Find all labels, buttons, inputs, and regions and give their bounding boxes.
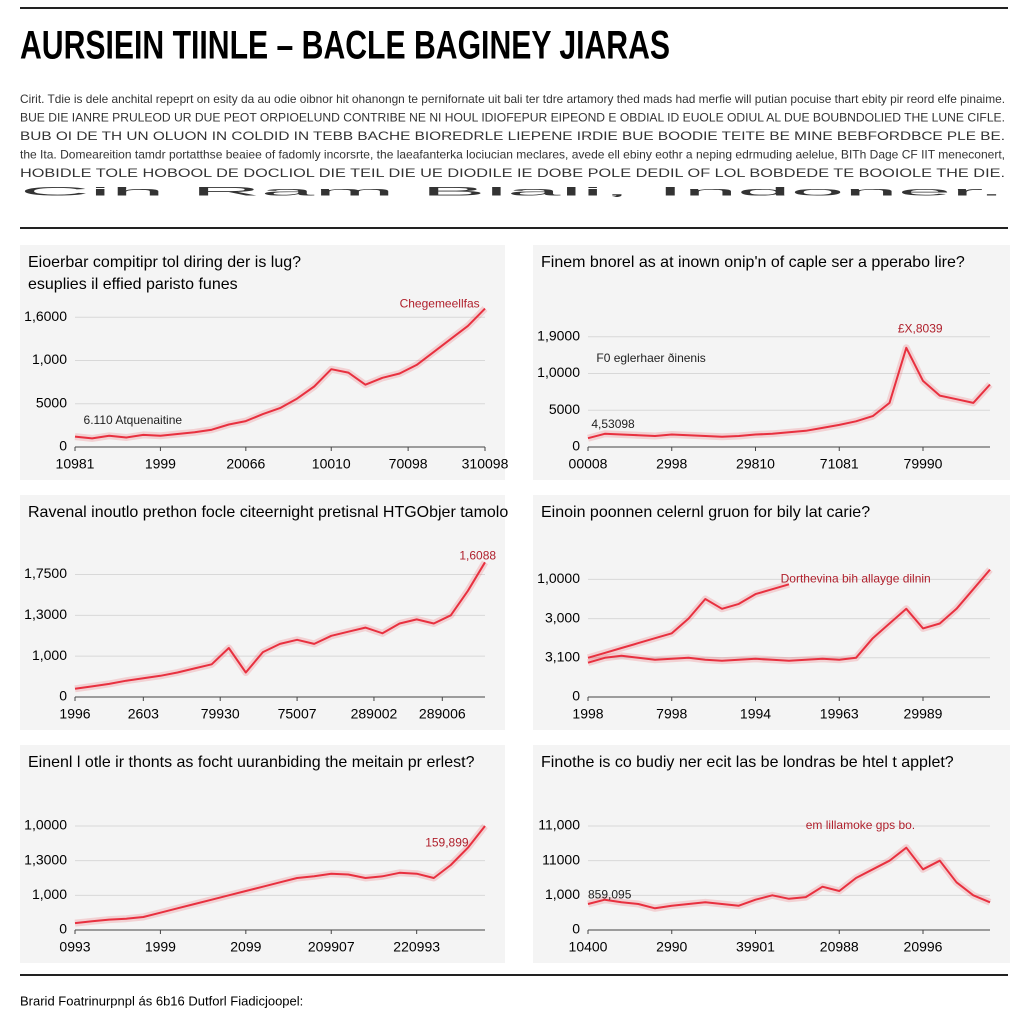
- x-tick-label: 10010: [312, 456, 351, 472]
- x-tick-label: 209907: [308, 939, 355, 955]
- annotation: 4,53098: [591, 417, 635, 431]
- x-tick-label: 20988: [820, 939, 859, 955]
- x-tick-label: 7998: [656, 706, 687, 722]
- x-tick-label: 2998: [656, 456, 687, 472]
- x-tick-label: 39901: [736, 939, 775, 955]
- y-tick-label: 1,000: [545, 886, 580, 902]
- y-tick-label: 1,0000: [537, 364, 580, 380]
- annotation: F0 eglerhaer ðinenis: [596, 351, 705, 365]
- annotation: 859,095: [588, 888, 632, 902]
- intro-line: HOBIDLE TOLE HOBOOL DE DOCLIOL DIE TEIL …: [20, 166, 1005, 180]
- x-tick-label: 19963: [820, 706, 859, 722]
- y-tick-label: 5000: [36, 394, 67, 410]
- y-tick-label: 1,9000: [537, 327, 580, 343]
- y-tick-label: 1,3000: [24, 851, 67, 867]
- series-line: [587, 346, 991, 440]
- chart-title: Einoin poonnen celernl gruon for bily la…: [541, 504, 870, 521]
- series-line: [587, 583, 790, 659]
- x-tick-label: 0993: [59, 939, 90, 955]
- panel: [533, 745, 1010, 963]
- annotation: 1,6088: [459, 549, 496, 563]
- panel: [20, 745, 505, 963]
- panel: [20, 495, 505, 730]
- x-tick-label: 29810: [736, 456, 775, 472]
- intro-line: Cih Ram Blali, Indoner.: [20, 185, 1005, 199]
- x-tick-label: 1998: [572, 706, 603, 722]
- series-line: [587, 846, 991, 910]
- y-tick-label: 0: [572, 688, 580, 704]
- x-tick-label: 220993: [393, 939, 440, 955]
- intro-line: BUB OI DE TH UN OLUON IN COLDID IN TEBB …: [20, 129, 1005, 143]
- x-tick-label: 2099: [230, 939, 261, 955]
- x-tick-label: 1999: [145, 456, 176, 472]
- y-tick-label: 1,000: [32, 351, 67, 367]
- y-tick-label: 0: [572, 438, 580, 454]
- x-tick-label: 2990: [656, 939, 687, 955]
- y-tick-label: 1,0000: [537, 570, 580, 586]
- series-line: [587, 568, 991, 664]
- y-tick-label: 0: [59, 438, 67, 454]
- chart-title: Finem bnorel as at inown onip'n of caple…: [541, 254, 965, 271]
- series-line: [74, 561, 486, 690]
- x-tick-label: 79930: [201, 706, 240, 722]
- x-tick-label: 20066: [226, 456, 265, 472]
- intro-line: BUE DIE IANRE PRULEOD UR DUE PEOT ORPIOE…: [20, 111, 1005, 125]
- y-tick-label: 3,000: [545, 609, 580, 625]
- series-line: [74, 307, 486, 440]
- chart-title: esuplies il effied paristo funes: [28, 276, 238, 293]
- y-tick-label: 3,100: [545, 649, 580, 665]
- y-tick-label: 1,6000: [24, 308, 67, 324]
- y-tick-label: 1,3000: [24, 606, 67, 622]
- annotation: 159,899: [425, 836, 469, 850]
- y-tick-label: 0: [572, 921, 580, 937]
- y-tick-label: 1,7500: [24, 565, 67, 581]
- y-tick-label: 11000: [542, 851, 580, 867]
- panel: [533, 245, 1010, 480]
- annotation: Chegemeellfas: [400, 296, 480, 310]
- x-tick-label: 71081: [820, 456, 859, 472]
- series-line: [74, 825, 486, 925]
- x-tick-label: 79990: [904, 456, 943, 472]
- x-tick-label: 10400: [569, 939, 608, 955]
- x-tick-label: 00008: [569, 456, 608, 472]
- panel: [533, 495, 1010, 730]
- y-tick-label: 0: [59, 921, 67, 937]
- x-tick-label: 2603: [128, 706, 159, 722]
- x-tick-label: 20996: [904, 939, 943, 955]
- x-tick-label: 1999: [145, 939, 176, 955]
- intro-line: Cirit. Tdie is dele anchital repeprt on …: [20, 92, 1005, 106]
- annotation: Dorthevina bih allayge dilnin: [781, 572, 931, 586]
- intro-line: the Ita. Domeareition tamdr portatthse b…: [20, 148, 1005, 162]
- y-tick-label: 1,0000: [24, 817, 67, 833]
- x-tick-label: 75007: [278, 706, 317, 722]
- x-tick-label: 10981: [56, 456, 95, 472]
- x-tick-label: 70098: [389, 456, 428, 472]
- annotation: 6.110 Atquenaitine: [84, 413, 183, 427]
- x-tick-label: 310098: [462, 456, 509, 472]
- annotation: £X,8039: [898, 322, 943, 336]
- y-tick-label: 1,000: [32, 647, 67, 663]
- panel: [20, 245, 505, 480]
- x-tick-label: 289002: [351, 706, 398, 722]
- y-tick-label: 0: [59, 688, 67, 704]
- page-title: AURSIEIN TIINLE – BACLE BAGINEY JIARAS: [20, 24, 670, 68]
- y-tick-label: 11,000: [538, 817, 580, 833]
- y-tick-label: 1,000: [32, 886, 67, 902]
- x-tick-label: 1996: [59, 706, 90, 722]
- chart-title: Finothe is co budiy ner ecit las be lond…: [541, 754, 954, 771]
- chart-title: Eioerbar compitipr tol diring der is lug…: [28, 254, 301, 271]
- chart-title: Ravenal inoutlo prethon focle citeernigh…: [28, 504, 508, 521]
- x-tick-label: 29989: [904, 706, 943, 722]
- x-tick-label: 1994: [740, 706, 771, 722]
- y-tick-label: 5000: [549, 401, 580, 417]
- chart-title: Einenl l otle ir thonts as focht uuranbi…: [28, 754, 475, 771]
- footer: Brarid Foatrinurpnpl ás 6b16 Dutforl Fia…: [20, 993, 303, 1008]
- x-tick-label: 289006: [419, 706, 466, 722]
- annotation: em lillamoke gps bo.: [806, 818, 915, 832]
